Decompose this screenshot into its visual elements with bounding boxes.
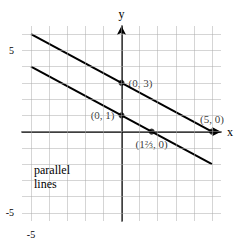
svg-text:5: 5 — [9, 45, 14, 56]
svg-text:y: y — [119, 7, 125, 21]
svg-text:lines: lines — [34, 177, 57, 191]
svg-text:(0, 1): (0, 1) — [91, 109, 115, 122]
svg-text:(5, 0): (5, 0) — [200, 113, 224, 126]
svg-text:parallel: parallel — [34, 163, 71, 177]
svg-text:x: x — [227, 125, 233, 139]
svg-text:(0, 3): (0, 3) — [128, 76, 153, 89]
svg-text:-5: -5 — [27, 229, 35, 239]
svg-text:(1⅔, 0): (1⅔, 0) — [136, 138, 168, 151]
svg-text:-5: -5 — [6, 207, 14, 218]
